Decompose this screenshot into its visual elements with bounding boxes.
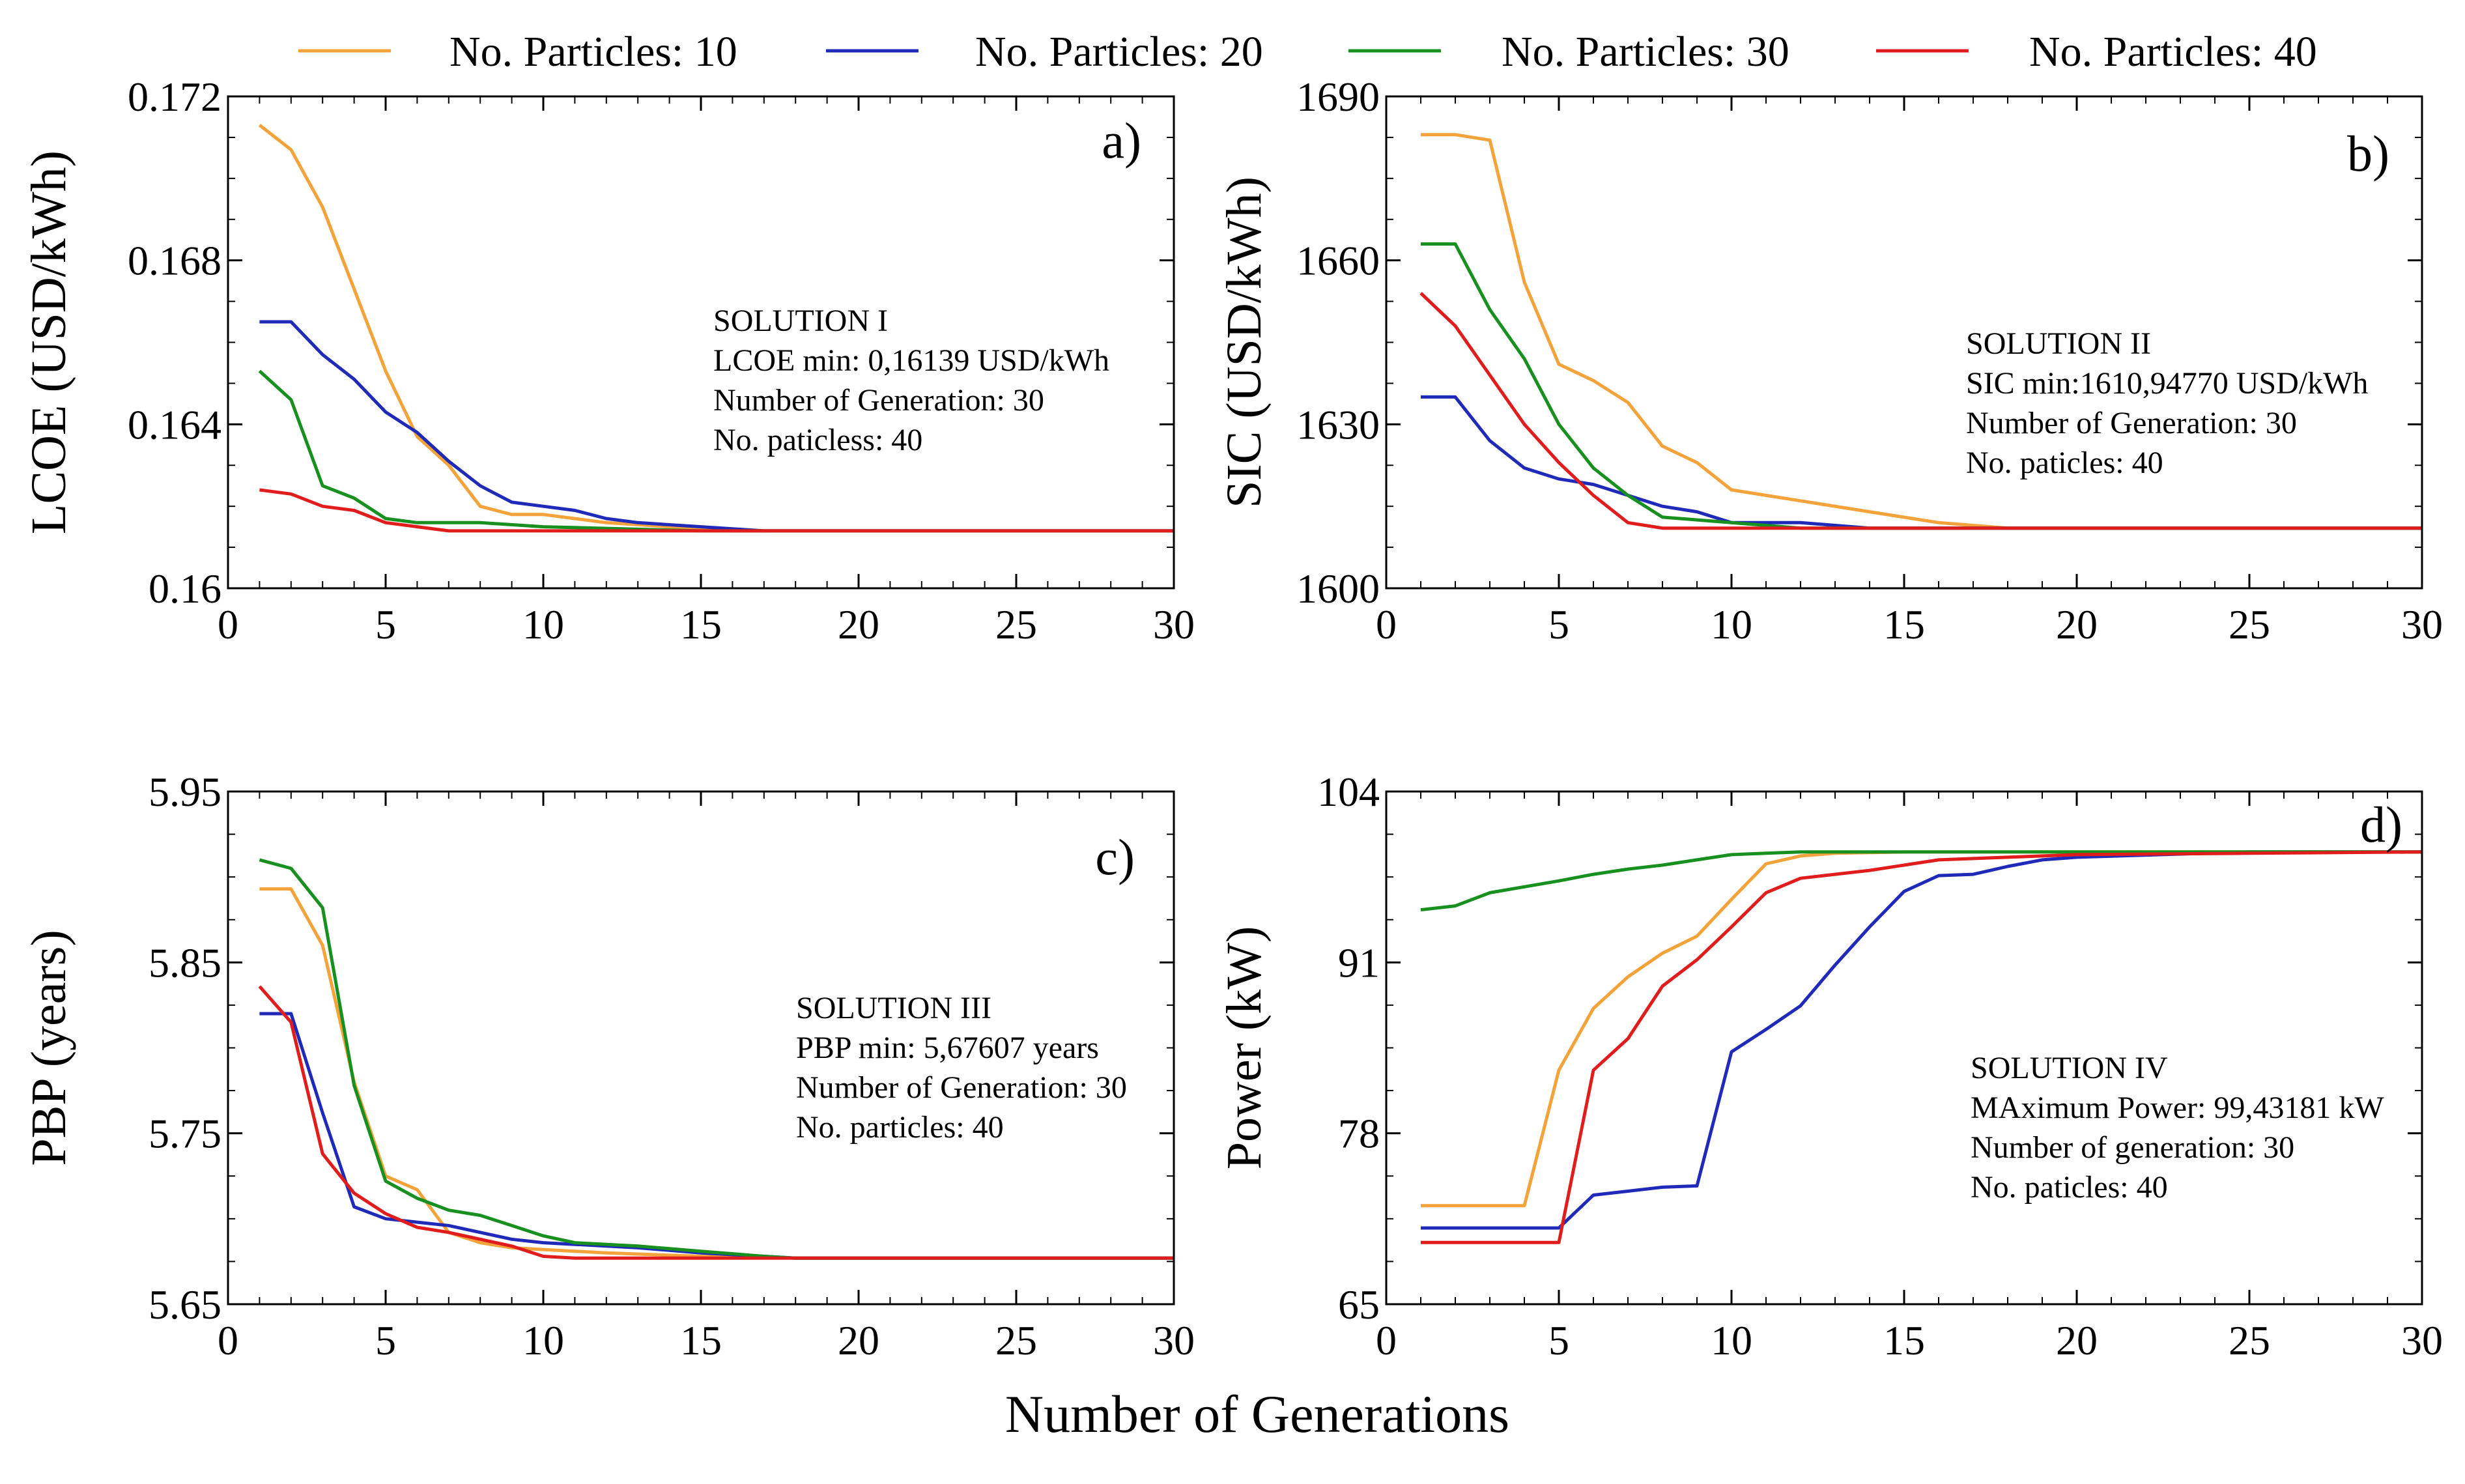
chart-panel-c-annotation-line-1: SOLUTION III xyxy=(796,991,991,1025)
chart-panel-d-y-tick-label: 104 xyxy=(1317,769,1380,815)
chart-panel-a-panel-label: a) xyxy=(1102,112,1141,169)
chart-panel-d-annotation-line-3: Number of generation: 30 xyxy=(1971,1130,2294,1165)
chart-panel-b-x-tick-label: 5 xyxy=(1548,601,1569,648)
chart-panel-c-y-tick-label: 5.85 xyxy=(149,939,221,986)
chart-panel-a-y-tick-label: 0.164 xyxy=(128,401,221,448)
chart-panel-a-frame xyxy=(227,95,1175,590)
legend-label-particles-30: No. Particles: 30 xyxy=(1502,28,1789,76)
legend-label-particles-10: No. Particles: 10 xyxy=(449,28,737,76)
chart-panel-d-x-tick-label: 0 xyxy=(1376,1317,1397,1363)
chart-panel-a-series-4-line xyxy=(259,488,1174,533)
chart-panel-b-frame xyxy=(1385,95,2423,590)
chart-panel-c-y-tick-label: 5.95 xyxy=(149,769,221,815)
chart-panel-a-x-tick-label: 30 xyxy=(1153,601,1195,648)
chart-panel-c-y-tick-label: 5.75 xyxy=(149,1111,221,1157)
chart-panel-d-series-2-line xyxy=(1421,850,2422,1230)
chart-panel-d-x-tick-label: 30 xyxy=(2401,1317,2443,1363)
chart-panel-b-ylabel: SIC (USD/kWh) xyxy=(1217,177,1272,508)
legend: No. Particles: 10 No. Particles: 20 No. … xyxy=(298,28,2317,76)
chart-panel-d-y-tick-label: 78 xyxy=(1338,1111,1380,1157)
chart-panel-d-y-tick-label: 91 xyxy=(1338,939,1380,986)
chart-panel-a: 0 5 10 15 20 25 30 0.16 0.164 0.168 0.172 LCOE (USD… xyxy=(21,74,1195,648)
chart-panel-b-series-1-line xyxy=(1421,133,2422,530)
chart-panel-b: 0 5 10 15 20 25 30 1600 1630 1660 1690 SIC (USD/kWh… xyxy=(1217,74,2443,648)
chart-panel-c-annotation-line-4: No. particles: 40 xyxy=(796,1110,1004,1145)
chart-panel-b-annotation-line-4: No. paticles: 40 xyxy=(1966,446,2163,480)
chart-panel-c: 0 5 10 15 20 25 30 5.65 5.75 5.85 5.95 PBP (years) c… xyxy=(21,769,1195,1363)
chart-panel-c-annotation-line-3: Number of Generation: 30 xyxy=(796,1070,1127,1105)
chart-panel-a-x-tick-label: 0 xyxy=(218,601,238,648)
chart-panel-d-annotation-line-4: No. paticles: 40 xyxy=(1971,1170,2168,1205)
chart-panel-a-x-tick-label: 25 xyxy=(995,601,1037,648)
chart-panel-d: 0 5 10 15 20 25 30 65 78 91 104 Power (kW) d) SOLUTIO… xyxy=(1217,769,2443,1363)
chart-panel-b-y-tick-label: 1690 xyxy=(1296,74,1380,120)
chart-panel-b-annotation-line-2: SIC min:1610,94770 USD/kWh xyxy=(1966,366,2368,401)
chart-panel-a-x-tick-label: 20 xyxy=(838,601,879,648)
chart-panel-c-plot-area xyxy=(258,858,1174,1260)
chart-panel-a-annotation-line-4: No. paticless: 40 xyxy=(713,423,922,457)
chart-panel-b-x-tick-label: 15 xyxy=(1883,601,1925,648)
chart-panel-c-x-tick-label: 0 xyxy=(218,1317,238,1363)
chart-panel-d-y-tick-label: 65 xyxy=(1338,1281,1380,1328)
chart-panel-c-x-tick-label: 15 xyxy=(680,1317,722,1363)
chart-panel-d-panel-label: d) xyxy=(2360,796,2402,853)
chart-panel-c-y-tick-label: 5.65 xyxy=(149,1281,221,1328)
chart-panel-b-annotation-line-1: SOLUTION II xyxy=(1966,326,2151,361)
chart-panel-a-annotation-line-2: LCOE min: 0,16139 USD/kWh xyxy=(713,343,1109,378)
chart-panel-d-x-tick-label: 25 xyxy=(2229,1317,2270,1363)
chart-panel-c-x-tick-label: 20 xyxy=(838,1317,879,1363)
chart-panel-b-y-tick-label: 1600 xyxy=(1296,565,1380,612)
chart-panel-d-x-tick-label: 15 xyxy=(1883,1317,1925,1363)
chart-panel-c-annotation-line-2: PBP min: 5,67607 years xyxy=(796,1031,1099,1065)
chart-panel-b-panel-label: b) xyxy=(2347,125,2389,182)
chart-panel-d-series-4-line xyxy=(1421,850,2423,1244)
chart-panel-c-x-tick-label: 30 xyxy=(1153,1317,1195,1363)
chart-panel-a-y-tick-label: 0.172 xyxy=(128,74,221,120)
chart-panel-d-x-tick-label: 20 xyxy=(2056,1317,2098,1363)
chart-panel-d-annotation-line-2: MAximum Power: 99,43181 kW xyxy=(1971,1091,2384,1125)
legend-label-particles-20: No. Particles: 20 xyxy=(975,28,1263,76)
chart-panel-c-series-4-line xyxy=(258,985,1174,1260)
chart-panel-c-x-tick-label: 25 xyxy=(995,1317,1037,1363)
chart-panel-b-x-tick-label: 30 xyxy=(2401,601,2443,648)
chart-panel-c-x-tick-label: 10 xyxy=(522,1317,564,1363)
figure-xlabel: Number of Generations xyxy=(1005,1384,1509,1444)
chart-panel-c-x-tick-label: 5 xyxy=(375,1317,396,1363)
chart-panel-c-ylabel: PBP (years) xyxy=(21,930,76,1165)
chart-panel-b-x-tick-label: 25 xyxy=(2229,601,2270,648)
chart-panel-a-y-tick-label: 0.168 xyxy=(128,238,221,284)
chart-panel-d-x-tick-label: 10 xyxy=(1711,1317,1752,1363)
chart-panel-a-annotation-line-3: Number of Generation: 30 xyxy=(713,383,1044,418)
chart-panel-b-x-tick-label: 20 xyxy=(2056,601,2098,648)
chart-panel-a-plot-area xyxy=(258,124,1174,533)
chart-panel-d-series-3-line xyxy=(1420,850,2422,912)
chart-panel-a-x-tick-label: 10 xyxy=(522,601,564,648)
chart-panel-a-ylabel: LCOE (USD/kWh) xyxy=(21,150,76,534)
chart-panel-b-annotation-line-3: Number of Generation: 30 xyxy=(1966,406,2297,440)
legend-label-particles-40: No. Particles: 40 xyxy=(2029,28,2317,76)
chart-panel-b-x-tick-label: 10 xyxy=(1711,601,1752,648)
chart-panel-b-x-tick-label: 0 xyxy=(1376,601,1397,648)
chart-panel-a-y-tick-label: 0.16 xyxy=(149,565,221,612)
chart-panel-a-x-tick-label: 5 xyxy=(375,601,396,648)
chart-panel-b-y-tick-label: 1660 xyxy=(1296,238,1380,284)
chart-panel-d-annotation-line-1: SOLUTION IV xyxy=(1971,1051,2168,1085)
chart-panel-d-x-tick-label: 5 xyxy=(1548,1317,1569,1363)
chart-panel-b-y-tick-label: 1630 xyxy=(1296,401,1380,448)
chart-panel-d-plot-area xyxy=(1420,850,2423,1244)
chart-panel-b-plot-area xyxy=(1419,133,2422,530)
chart-panel-a-annotation-line-1: SOLUTION I xyxy=(713,304,888,338)
chart-panel-d-ylabel: Power (kW) xyxy=(1217,926,1272,1170)
chart-panel-b-series-4-line xyxy=(1419,292,2422,530)
chart-panel-a-x-tick-label: 15 xyxy=(680,601,722,648)
chart-panel-c-panel-label: c) xyxy=(1095,829,1135,885)
